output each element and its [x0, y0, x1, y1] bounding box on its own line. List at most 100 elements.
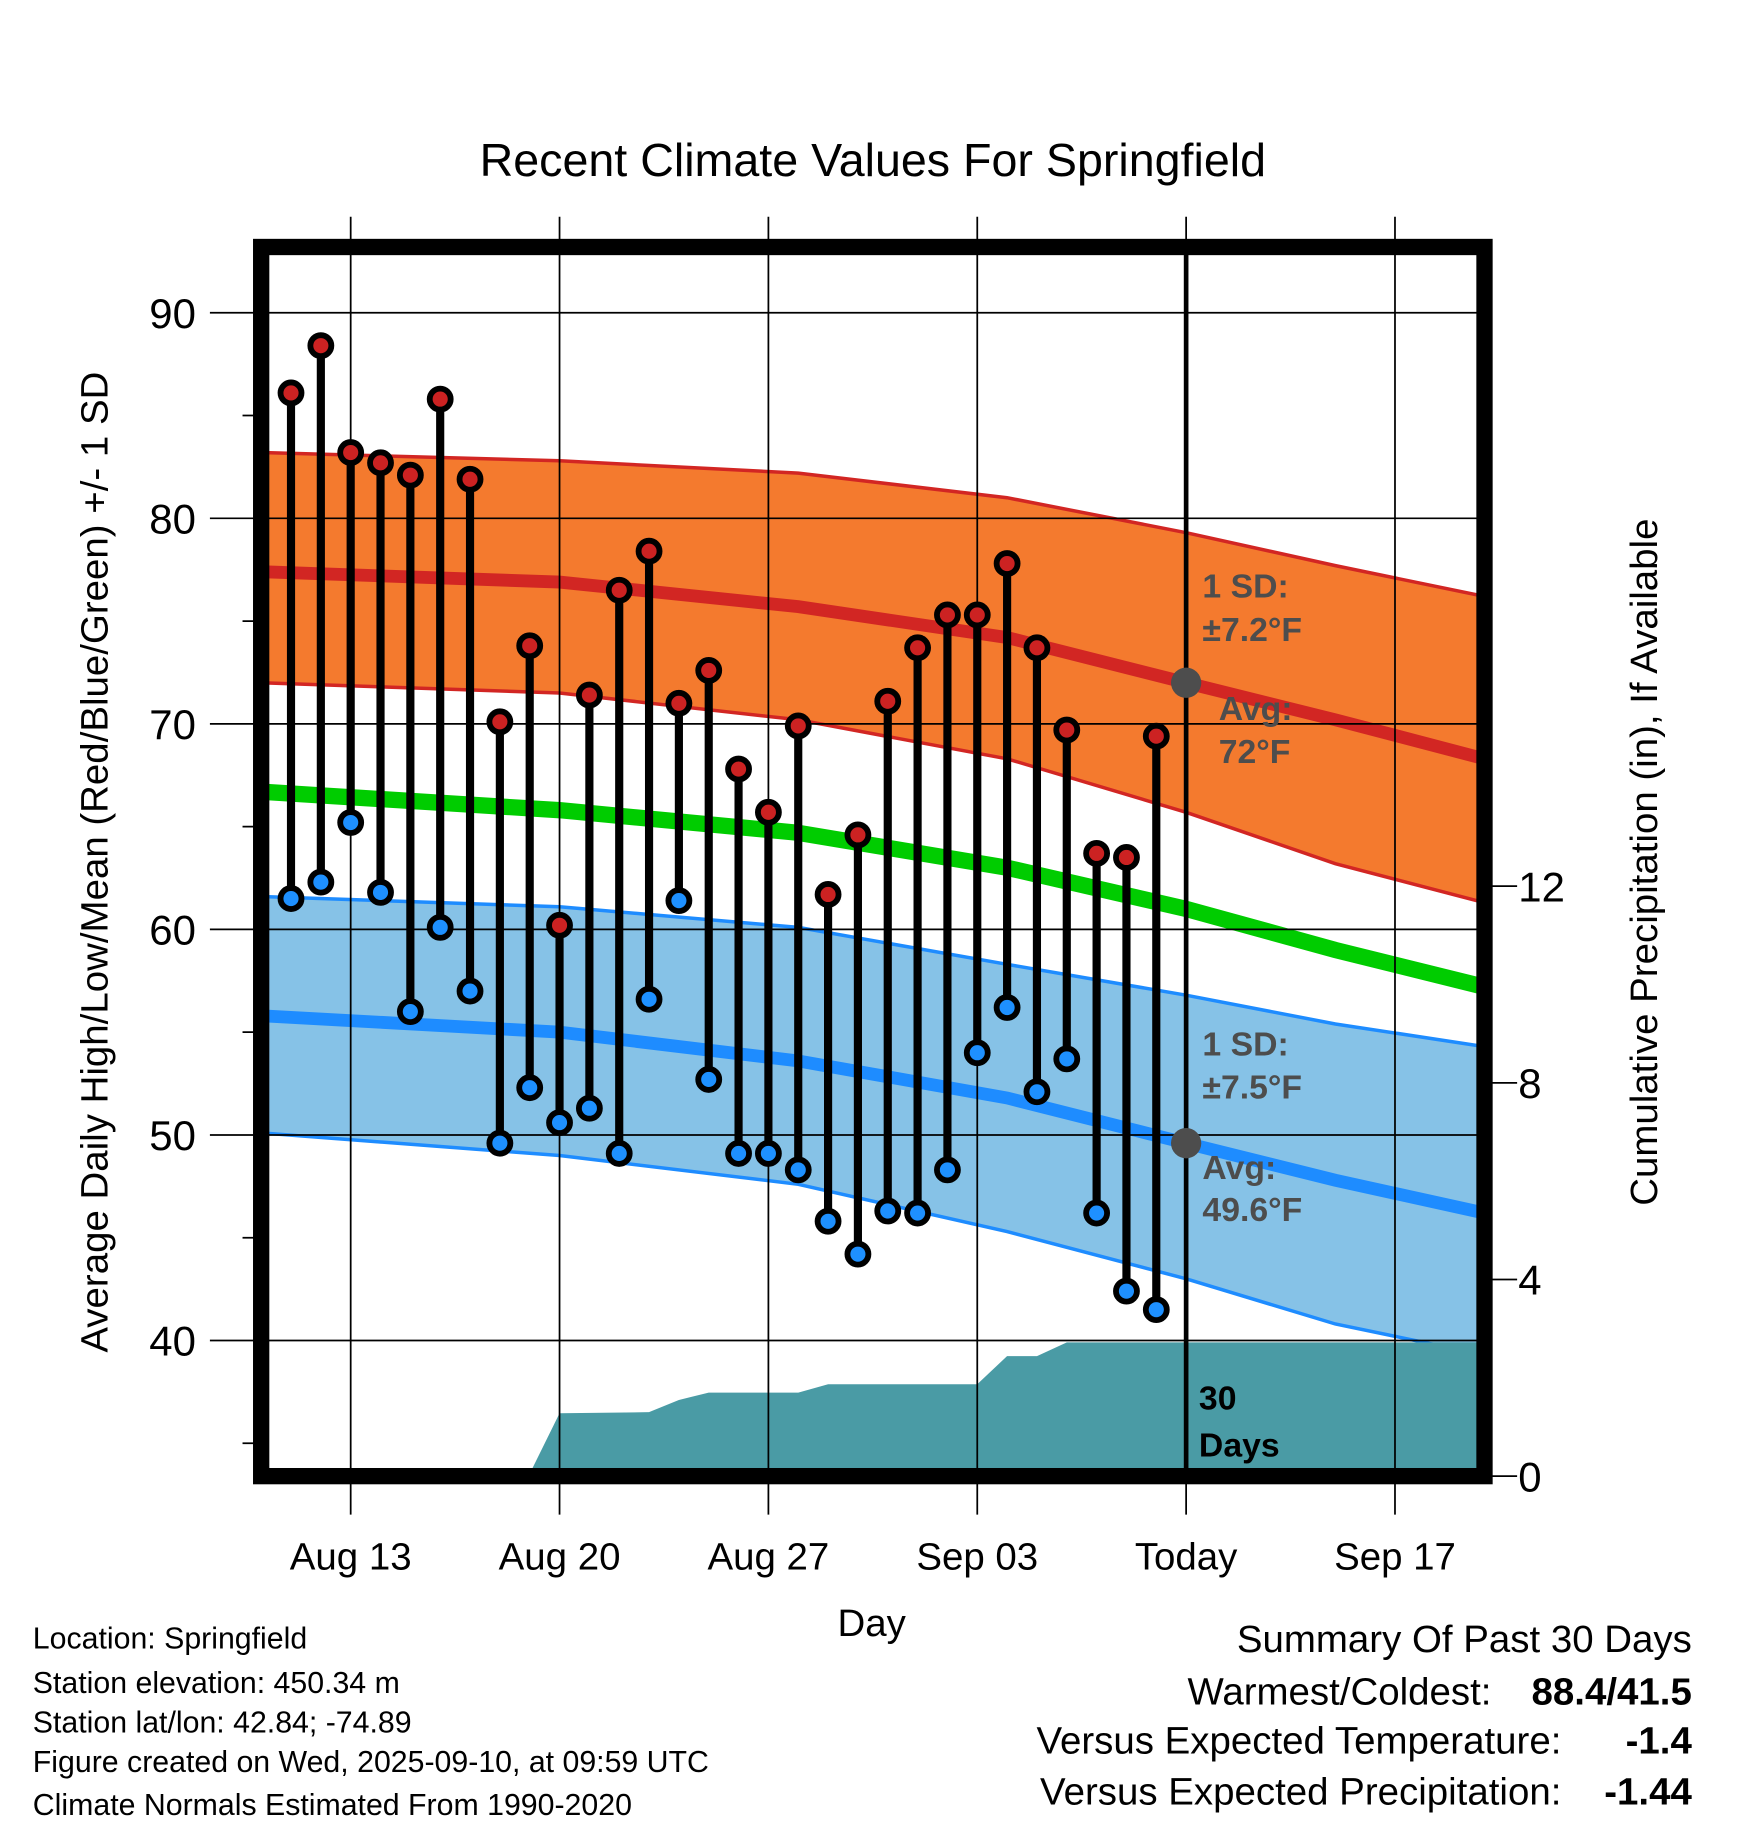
daily-high-point: [456, 465, 484, 493]
precip-period-label: Days: [1199, 1426, 1280, 1464]
daily-high-point: [307, 332, 335, 360]
daily-high-point: [575, 681, 603, 709]
created-text: Figure created on Wed, 2025-09-10, at 09…: [33, 1746, 709, 1779]
daily-high-point: [874, 687, 902, 715]
y2-tick-label: 0: [1518, 1453, 1541, 1500]
daily-low-point: [367, 879, 394, 906]
daily-low-point: [1142, 1296, 1170, 1324]
y-axis-title: Average Daily High/Low/Mean (Red/Blue/Gr…: [73, 372, 116, 1353]
daily-high-point: [1023, 634, 1051, 662]
daily-high-point: [426, 385, 454, 413]
y-tick-label: 60: [149, 907, 196, 954]
daily-low-point: [396, 998, 424, 1026]
daily-high-point: [277, 379, 305, 407]
daily-high-point: [993, 550, 1021, 577]
y-tick-label: 90: [149, 290, 196, 337]
daily-low-point: [277, 885, 305, 912]
daily-high-point: [784, 712, 812, 740]
low-avg-marker: [1170, 1128, 1202, 1159]
daily-low-point: [337, 809, 365, 836]
daily-low-point: [844, 1240, 872, 1268]
low-avg-label: Avg:: [1202, 1149, 1276, 1187]
y2-tick-label: 12: [1518, 863, 1565, 910]
temp-anomaly-value: -1.4: [1626, 1719, 1693, 1762]
axis-labels: Average Daily High/Low/Mean (Red/Blue/Gr…: [73, 372, 1666, 1645]
daily-low-point: [1053, 1045, 1081, 1073]
y2-tick-label: 8: [1518, 1060, 1541, 1107]
daily-low-point: [1083, 1199, 1111, 1227]
daily-high-point: [1113, 844, 1140, 871]
daily-low-point: [575, 1094, 603, 1122]
daily-low-point: [814, 1207, 842, 1235]
normals-text: Climate Normals Estimated From 1990-2020: [33, 1789, 632, 1822]
y-tick-label: 50: [149, 1112, 196, 1159]
y-tick-label: 80: [149, 495, 196, 542]
plot-area: Aug 13 Aug 20 Aug 27 Sep 03 Today Sep 1740506…: [149, 216, 1565, 1578]
low-sd-label: 1 SD:: [1202, 1026, 1288, 1064]
y-tick-label: 70: [149, 701, 196, 748]
daily-low-point: [516, 1074, 544, 1102]
daily-high-point: [934, 601, 961, 629]
daily-high-point: [1142, 722, 1170, 750]
summary-title: Summary Of Past 30 Days: [1237, 1618, 1692, 1661]
daily-high-point: [755, 798, 782, 826]
elevation-text: Station elevation: 450.34 m: [33, 1667, 400, 1700]
y-tick-label: 40: [149, 1318, 196, 1365]
daily-low-point: [307, 868, 335, 896]
daily-low-point: [456, 977, 484, 1005]
daily-high-point: [396, 461, 424, 489]
precip-anomaly-value: -1.44: [1604, 1771, 1692, 1814]
x-tick-label: Aug 13: [290, 1535, 412, 1578]
daily-high-point: [904, 634, 931, 662]
daily-low-point: [993, 994, 1021, 1021]
precip-period-label: 30: [1199, 1380, 1237, 1418]
daily-high-point: [337, 439, 365, 466]
daily-high-point: [546, 911, 573, 939]
x-axis-title: Day: [837, 1602, 906, 1645]
daily-high-point: [1083, 839, 1111, 867]
x-tick-label: Sep 17: [1334, 1535, 1456, 1578]
daily-high-point: [844, 821, 872, 849]
x-tick-label: Aug 20: [499, 1535, 621, 1578]
high-avg-marker: [1170, 667, 1202, 698]
daily-high-point: [516, 632, 544, 660]
daily-low-point: [874, 1197, 902, 1225]
x-tick-label: Aug 27: [707, 1535, 829, 1578]
daily-high-point: [725, 755, 752, 783]
x-tick-label: Sep 03: [916, 1535, 1038, 1578]
warmest-coldest-label: Warmest/Coldest:: [1187, 1671, 1491, 1714]
daily-high-point: [695, 657, 723, 684]
daily-high-point: [605, 576, 633, 604]
daily-low-point: [1113, 1277, 1140, 1305]
precipitation-area: [261, 1342, 1485, 1477]
daily-high-point: [1053, 716, 1081, 744]
low-sd-value: ±7.5°F: [1202, 1069, 1302, 1107]
high-sd-value: ±7.2°F: [1202, 611, 1302, 649]
station-info: Location: Springfield Station elevation:…: [33, 1623, 709, 1823]
low-avg-value: 49.6°F: [1202, 1191, 1302, 1229]
high-sd-label: 1 SD:: [1202, 568, 1288, 606]
y2-tick-label: 4: [1518, 1257, 1541, 1304]
latlon-text: Station lat/lon: 42.84; -74.89: [33, 1706, 412, 1739]
plot-frame: [253, 238, 1493, 1485]
daily-high-point: [367, 449, 394, 477]
daily-high-point: [635, 537, 663, 565]
x-tick-label: Today: [1135, 1535, 1238, 1578]
precip-anomaly-label: Versus Expected Precipitation:: [1040, 1771, 1561, 1814]
daily-low-point: [755, 1140, 782, 1167]
location-text: Location: Springfield: [33, 1623, 307, 1656]
daily-low-point: [934, 1156, 961, 1184]
daily-low-point: [725, 1140, 752, 1167]
low-sd-band: [261, 896, 1485, 1355]
daily-low-point: [546, 1109, 573, 1137]
chart-title: Recent Climate Values For Springfield: [480, 134, 1266, 186]
daily-low-point: [426, 913, 454, 941]
daily-high-point: [814, 881, 842, 908]
daily-high-point: [963, 601, 991, 629]
daily-low-point: [904, 1199, 931, 1227]
daily-low-point: [963, 1039, 991, 1067]
y2-axis-title: Cumulative Precipitation (in), If Availa…: [1623, 519, 1666, 1206]
daily-low-point: [784, 1156, 812, 1184]
daily-low-point: [665, 887, 693, 915]
